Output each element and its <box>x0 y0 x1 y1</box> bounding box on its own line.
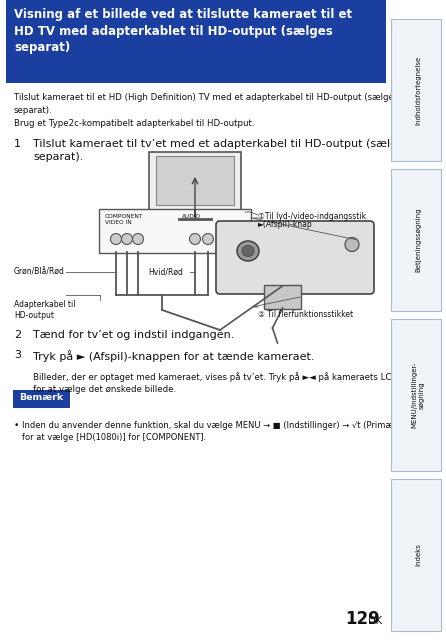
Ellipse shape <box>242 246 254 257</box>
Circle shape <box>121 234 132 244</box>
Text: Bemærk: Bemærk <box>19 394 63 403</box>
Text: •: • <box>14 421 19 430</box>
Text: Tænd for tv’et og indstil indgangen.: Tænd for tv’et og indstil indgangen. <box>33 330 235 340</box>
Circle shape <box>132 234 144 244</box>
Text: Billeder, der er optaget med kameraet, vises på tv’et. Tryk på ►◄ på kameraets L: Billeder, der er optaget med kameraet, v… <box>33 372 431 394</box>
Text: AUDIO: AUDIO <box>182 214 201 219</box>
Text: separat).: separat). <box>14 106 53 115</box>
Text: ①Til lyd-/video-indgangsstik: ①Til lyd-/video-indgangsstik <box>258 212 366 221</box>
Text: 1: 1 <box>14 139 21 149</box>
Text: 3: 3 <box>14 350 21 360</box>
Text: DK: DK <box>368 616 382 626</box>
FancyBboxPatch shape <box>6 0 386 83</box>
Text: 2: 2 <box>14 330 21 340</box>
FancyBboxPatch shape <box>391 169 441 311</box>
FancyBboxPatch shape <box>216 221 374 294</box>
Circle shape <box>111 234 121 244</box>
FancyBboxPatch shape <box>13 390 70 408</box>
Circle shape <box>202 234 214 244</box>
Text: Hvid/Rød: Hvid/Rød <box>148 268 183 276</box>
Text: Brug et Type2c-kompatibelt adapterkabel til HD-output.: Brug et Type2c-kompatibelt adapterkabel … <box>14 119 255 128</box>
Text: Betjeningssøgning: Betjeningssøgning <box>415 208 421 272</box>
Text: MENU/Indstillinger-
søgning: MENU/Indstillinger- søgning <box>412 362 425 428</box>
Text: ►(Afspil)-knap: ►(Afspil)-knap <box>258 220 313 229</box>
FancyBboxPatch shape <box>391 479 441 631</box>
Text: Indholdsfortegnelse: Indholdsfortegnelse <box>415 56 421 125</box>
Ellipse shape <box>237 241 259 261</box>
FancyBboxPatch shape <box>99 209 251 253</box>
Text: Grøn/Blå/Rød: Grøn/Blå/Rød <box>14 268 65 276</box>
FancyBboxPatch shape <box>264 285 301 309</box>
Text: Adapterkabel til
HD-output: Adapterkabel til HD-output <box>14 300 75 320</box>
Text: Inden du anvender denne funktion, skal du vælge MENU → ■ (Indstillinger) → √t (P: Inden du anvender denne funktion, skal d… <box>22 421 438 442</box>
FancyBboxPatch shape <box>156 156 234 205</box>
Text: Visning af et billede ved at tilslutte kameraet til et
HD TV med adapterkablet t: Visning af et billede ved at tilslutte k… <box>14 8 352 54</box>
Text: COMPONENT
VIDEO IN: COMPONENT VIDEO IN <box>105 214 143 225</box>
Circle shape <box>190 234 201 244</box>
Text: Tryk på ► (Afspil)-knappen for at tænde kameraet.: Tryk på ► (Afspil)-knappen for at tænde … <box>33 350 314 362</box>
FancyBboxPatch shape <box>391 19 441 161</box>
Text: 129: 129 <box>346 610 380 628</box>
Text: ② Til flerfunktionsstikket: ② Til flerfunktionsstikket <box>258 310 353 319</box>
Circle shape <box>345 237 359 252</box>
Text: Indeks: Indeks <box>415 543 421 566</box>
FancyBboxPatch shape <box>391 319 441 471</box>
Text: Tilslut kameraet til et HD (High Definition) TV med et adapterkabel til HD-outpu: Tilslut kameraet til et HD (High Definit… <box>14 93 398 102</box>
FancyBboxPatch shape <box>149 152 241 212</box>
Text: Tilslut kameraet til tv’et med et adapterkabel til HD-output (sælges
separat).: Tilslut kameraet til tv’et med et adapte… <box>33 139 410 162</box>
